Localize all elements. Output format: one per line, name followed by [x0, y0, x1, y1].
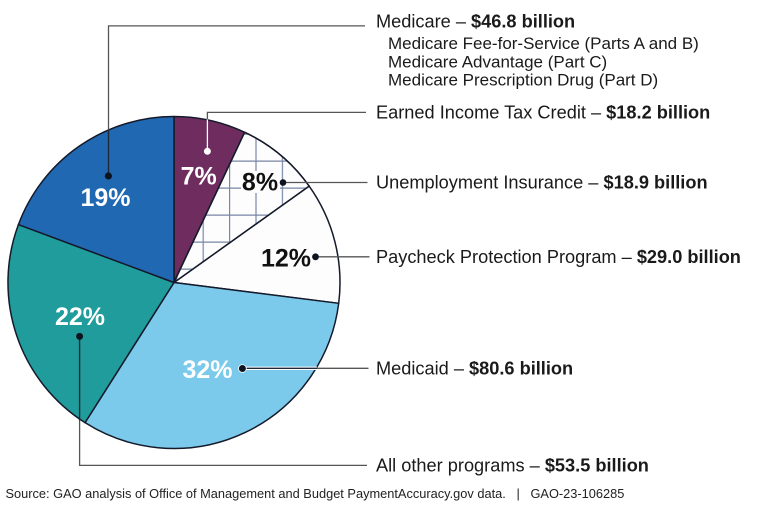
svg-text:Medicaid – $80.6 billion: Medicaid – $80.6 billion	[376, 358, 573, 378]
svg-text:Medicare Prescription Drug (Pa: Medicare Prescription Drug (Part D)	[388, 71, 658, 90]
svg-text:Source: GAO analysis of Office: Source: GAO analysis of Office of Manage…	[6, 486, 625, 501]
svg-text:Medicare – $46.8 billion: Medicare – $46.8 billion	[376, 12, 575, 32]
svg-text:Earned Income Tax Credit – $18: Earned Income Tax Credit – $18.2 billion	[376, 103, 710, 123]
svg-text:32%: 32%	[182, 356, 232, 384]
svg-text:7%: 7%	[181, 162, 217, 190]
svg-text:Paycheck Protection Program –: Paycheck Protection Program – $29.0 bill…	[376, 247, 741, 267]
svg-text:Unemployment Insurance – $18.9: Unemployment Insurance – $18.9 billion	[376, 173, 708, 193]
svg-text:12%: 12%	[261, 245, 311, 273]
svg-text:All other programs – $53.5 bil: All other programs – $53.5 billion	[376, 456, 649, 476]
svg-text:Medicare Fee-for-Service (Part: Medicare Fee-for-Service (Parts A and B)	[388, 34, 699, 53]
svg-text:19%: 19%	[80, 184, 130, 212]
svg-text:Medicare Advantage (Part C): Medicare Advantage (Part C)	[388, 52, 607, 71]
svg-text:22%: 22%	[55, 303, 105, 331]
svg-text:8%: 8%	[242, 169, 278, 197]
